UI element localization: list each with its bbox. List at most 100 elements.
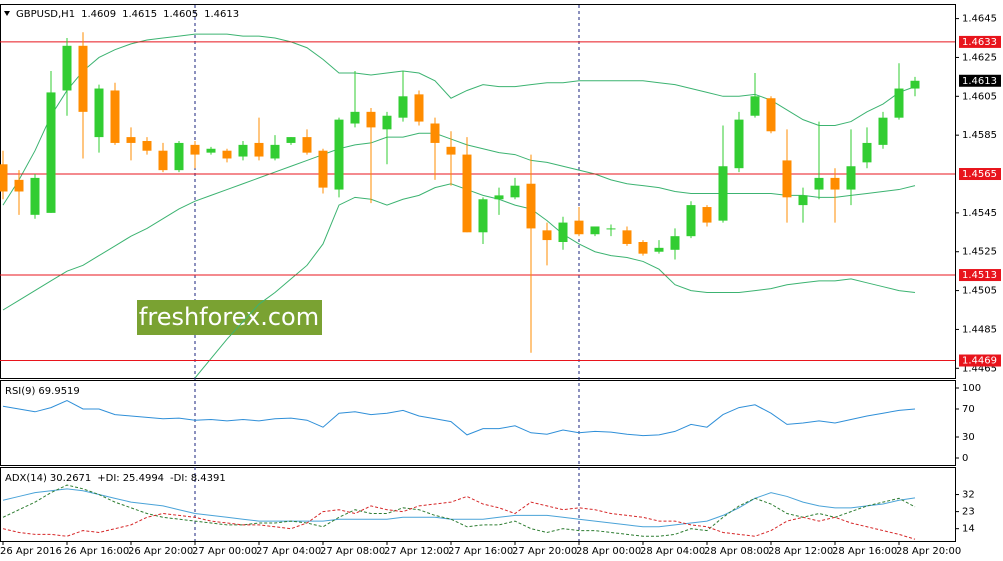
ohlc-value: 1.4615 (122, 9, 157, 20)
panel (0, 32, 955, 378)
level-label-box (959, 354, 1001, 367)
series-line (194, 183, 916, 378)
y-tick-label: 1.4525 (962, 247, 997, 258)
candle-body (798, 195, 808, 206)
x-tick-label: 28 Apr 04:00 (640, 546, 705, 557)
y-tick-label: 1.4645 (962, 14, 997, 25)
candle-body (846, 166, 856, 190)
y-tick-label: 70 (962, 404, 975, 415)
candle-body (702, 207, 712, 223)
header-marker (4, 11, 10, 16)
y-tick-label: 0 (962, 453, 968, 464)
candle-body (574, 220, 584, 235)
candle-body (894, 88, 904, 118)
y-tick-label: 30 (962, 432, 975, 443)
x-tick-label: 27 Apr 08:00 (320, 546, 385, 557)
candle-body (654, 247, 664, 252)
candle-body (0, 164, 8, 192)
indicator-header: RSI(9) 69.9519 (5, 386, 80, 397)
indicator-name: +DI: (97, 473, 119, 484)
symbol: GBPUSD,H1 (16, 9, 75, 20)
candle-body (718, 166, 728, 221)
candle-body (446, 146, 456, 155)
candle-body (606, 228, 616, 230)
x-tick-label: 26 Apr 16:00 (64, 546, 129, 557)
level-label: 1.4565 (962, 169, 997, 180)
candle-body (414, 94, 424, 122)
series-line (2, 33, 916, 206)
indicator-name: -DI: (170, 473, 188, 484)
x-tick-label: 27 Apr 20:00 (512, 546, 577, 557)
ohlc-value: 1.4613 (204, 9, 239, 20)
ohlc-value: 1.4609 (81, 9, 116, 20)
x-tick-label: 28 Apr 12:00 (768, 546, 833, 557)
ohlc-value: 1.4605 (163, 9, 198, 20)
y-tick-label: 1.4485 (962, 324, 997, 335)
y-tick-label: 1.4605 (962, 91, 997, 102)
candle-body (478, 199, 488, 233)
watermark: freshforex.com (137, 300, 322, 335)
indicator-value: 30.2671 (50, 473, 91, 484)
level-label-box (959, 168, 1001, 181)
candle-body (206, 148, 216, 153)
candle-body (510, 185, 520, 198)
x-tick-label: 26 Apr 20:00 (128, 546, 193, 557)
indicator-value: 8.4391 (191, 473, 226, 484)
series-line (2, 495, 916, 540)
x-tick-label: 27 Apr 12:00 (384, 546, 449, 557)
series-line (2, 400, 916, 437)
rsi-panel-frame (0, 380, 956, 466)
candle-body (382, 115, 392, 130)
candle-body (734, 119, 744, 169)
y-tick-label: 1.4465 (962, 363, 997, 374)
candle-body (814, 177, 824, 190)
level-label: 1.4633 (962, 37, 997, 48)
y-tick-label: 1.4505 (962, 286, 997, 297)
candle-body (94, 88, 104, 138)
candle-body (590, 226, 600, 235)
panel (2, 484, 916, 540)
level-label-box (959, 269, 1001, 282)
candle-body (302, 137, 312, 153)
candle-body (782, 160, 792, 198)
level-label-box (959, 35, 1001, 48)
x-tick-label: 28 Apr 16:00 (832, 546, 897, 557)
x-tick-label: 27 Apr 00:00 (192, 546, 257, 557)
candle-body (862, 142, 872, 163)
y-tick-label: 1.4585 (962, 130, 997, 141)
candle-body (174, 142, 184, 171)
candle-body (526, 183, 536, 229)
level-label: 1.4513 (962, 270, 997, 281)
indicator-value: 25.4994 (123, 473, 164, 484)
watermark-box (137, 300, 322, 335)
y-tick-label: 23 (962, 507, 975, 518)
candle-body (494, 195, 504, 200)
y-tick-label: 1.4625 (962, 52, 997, 63)
candle-body (622, 230, 632, 244)
candle-body (238, 144, 248, 157)
candle-body (670, 236, 680, 250)
indicator-name: ADX(14) (5, 473, 47, 484)
y-tick-label: 1.4545 (962, 208, 997, 219)
candle-body (110, 90, 120, 143)
series-line (2, 488, 916, 528)
indicator-header: ADX(14) 30.2671 +DI: 25.4994 -DI: 8.4391 (5, 473, 226, 484)
y-tick-label: 32 (962, 490, 975, 501)
y-tick-label: 100 (962, 383, 981, 394)
y-tick-label: 14 (962, 524, 975, 535)
candle-body (46, 92, 56, 213)
level-label: 1.4469 (962, 356, 997, 367)
candle-body (254, 142, 264, 157)
candle-body (158, 150, 168, 171)
candle-body (318, 150, 328, 188)
x-tick-label: 27 Apr 04:00 (256, 546, 321, 557)
candle-body (286, 137, 296, 143)
candle-body (638, 242, 648, 254)
candle-body (62, 45, 72, 91)
x-tick-label: 28 Apr 08:00 (704, 546, 769, 557)
candle-body (334, 119, 344, 190)
price-label: 1.4613 (962, 76, 997, 87)
candle-body (430, 123, 440, 143)
